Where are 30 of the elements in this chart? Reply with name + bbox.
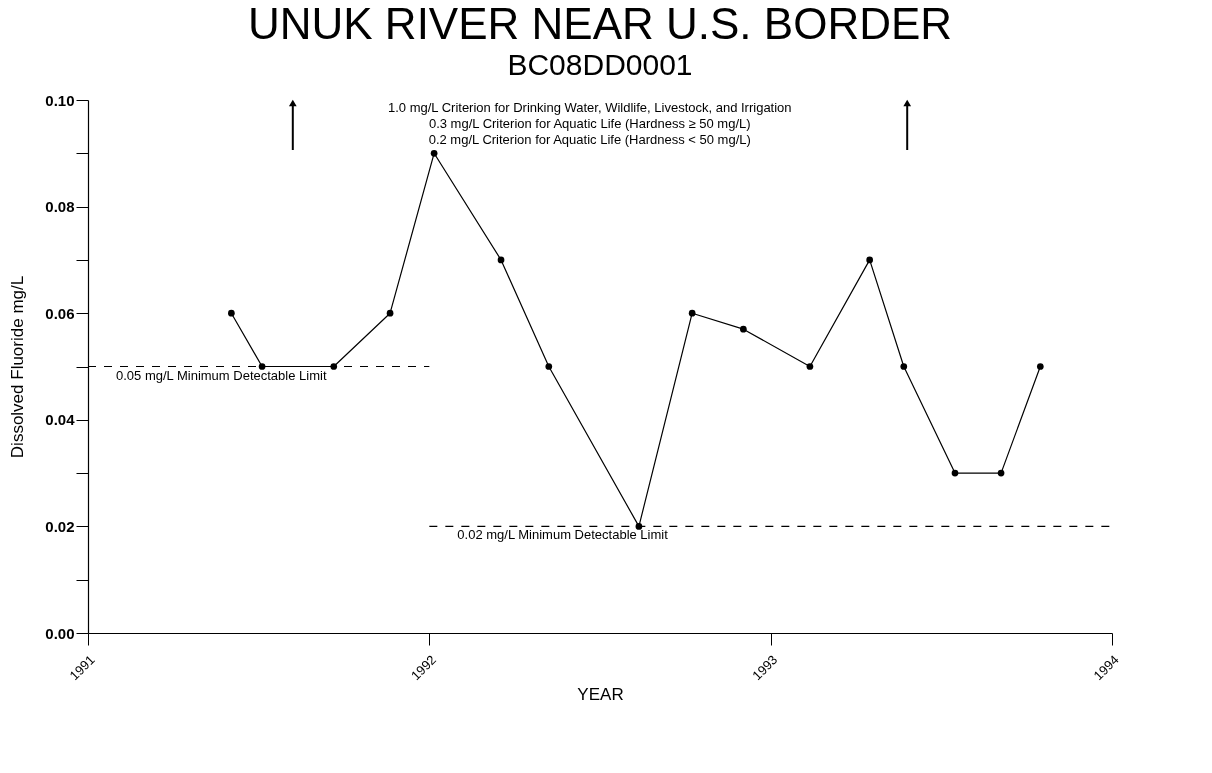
point xyxy=(1036,363,1044,370)
y-tick-label: 0.02 xyxy=(45,517,75,535)
y-tick-label: 0.00 xyxy=(45,624,75,642)
annotation: 0.2 mg/L Criterion for Aquatic Life (Hardness < 50 mg/L) xyxy=(428,132,751,147)
y-tick-label: 0.08 xyxy=(45,198,75,216)
point xyxy=(635,523,643,530)
annotation: 0.02 mg/L Minimum Detectable Limit xyxy=(457,527,669,543)
y-tick-label: 0.04 xyxy=(45,411,76,429)
annotation: 1.0 mg/L Criterion for Drinking Water, Wildlife, Livestock, and Irrigation xyxy=(387,100,792,115)
point xyxy=(866,256,874,264)
point xyxy=(900,363,908,370)
point xyxy=(430,149,438,157)
point xyxy=(688,309,696,317)
point xyxy=(497,256,505,264)
x-axis-title: YEAR xyxy=(577,685,624,705)
y-tick-label: 0.06 xyxy=(45,304,75,322)
chart-subtitle: BC08DD0001 xyxy=(507,48,693,81)
point xyxy=(806,363,814,370)
chart-title: UNUK RIVER NEAR U.S. BORDER xyxy=(247,0,953,48)
point xyxy=(258,363,266,370)
point xyxy=(228,309,235,317)
point xyxy=(386,309,394,317)
y-axis-title: Dissolved Fluoride mg/L xyxy=(8,275,28,459)
annotation: 0.05 mg/L Minimum Detectable Limit xyxy=(116,367,327,383)
y-tick-label: 0.10 xyxy=(45,91,75,109)
point xyxy=(951,469,959,477)
annotation: 0.3 mg/L Criterion for Aquatic Life (Hardness ≥ 50 mg/L) xyxy=(428,116,751,131)
point xyxy=(997,469,1005,477)
point xyxy=(545,363,553,370)
point xyxy=(740,325,747,333)
